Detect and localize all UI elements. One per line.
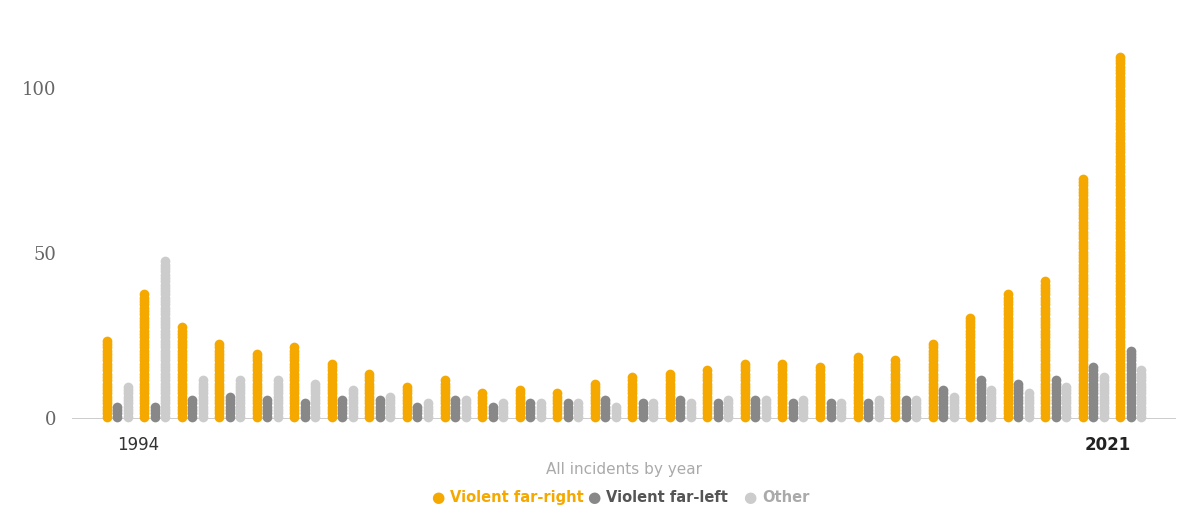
Text: All incidents by year: All incidents by year bbox=[546, 462, 702, 477]
Text: ●: ● bbox=[587, 490, 601, 505]
Text: 1994: 1994 bbox=[118, 436, 160, 454]
Text: 2021: 2021 bbox=[1085, 436, 1130, 454]
Text: ●: ● bbox=[431, 490, 445, 505]
Text: Violent far-left: Violent far-left bbox=[606, 490, 728, 505]
Text: Other: Other bbox=[762, 490, 809, 505]
Text: ●: ● bbox=[743, 490, 757, 505]
Text: Violent far-right: Violent far-right bbox=[450, 490, 583, 505]
